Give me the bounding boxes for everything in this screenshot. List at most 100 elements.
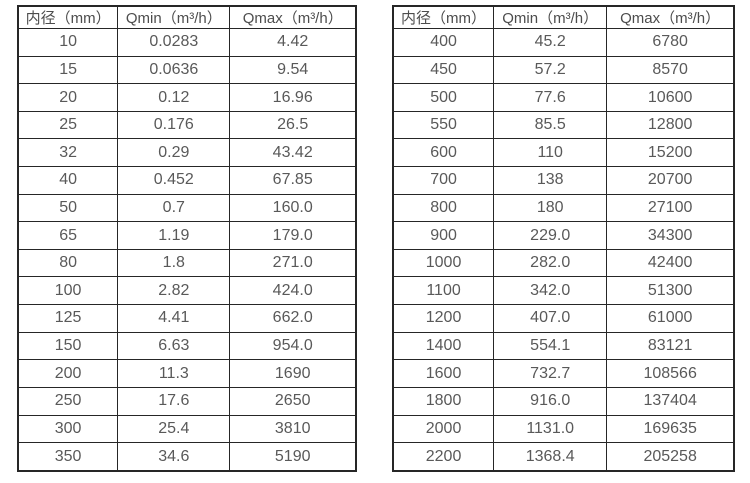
table-row: 15 0.0636 9.54 [17, 55, 357, 85]
table-row: 50 0.7 160.0 [17, 193, 357, 223]
table-row: 700 138 20700 [392, 166, 735, 195]
flow-spec-table-small-diameters: 内径（mm） Qmin（m³/h） Qmax（m³/h） 10 0.0283 4.42 1… [17, 5, 357, 472]
table-cell: 342.0 [493, 276, 608, 306]
table-row: 25 0.176 26.5 [17, 110, 357, 140]
table-cell: 61000 [606, 304, 735, 333]
table-cell: 0.176 [117, 110, 231, 140]
table-cell: 2000 [392, 414, 495, 444]
table-cell: 12800 [606, 110, 735, 140]
table-cell: 4.41 [117, 304, 231, 333]
table-cell: 600 [392, 138, 495, 168]
table-cell: 2.82 [117, 276, 231, 306]
table-row: 350 34.6 5190 [17, 442, 357, 472]
table-cell: 180 [493, 193, 608, 223]
table-row: 900 229.0 34300 [392, 221, 735, 250]
table-cell: 450 [392, 55, 495, 85]
table-cell: 20 [17, 83, 119, 112]
table-row: 150 6.63 954.0 [17, 331, 357, 361]
table-cell: 732.7 [493, 359, 608, 388]
table-row: 1400 554.1 83121 [392, 331, 735, 361]
table-cell: 550 [392, 110, 495, 140]
table-cell: 26.5 [229, 110, 357, 140]
table-cell: 1.8 [117, 248, 231, 278]
table-row: 2200 1368.4 205258 [392, 442, 735, 472]
table-cell: 108566 [606, 359, 735, 388]
table-cell: 700 [392, 166, 495, 195]
table-cell: 169635 [606, 414, 735, 444]
column-header: Qmax（m³/h） [606, 5, 735, 29]
column-header: Qmin（m³/h） [117, 5, 231, 29]
table-cell: 10 [17, 28, 119, 57]
table-row: 300 25.4 3810 [17, 414, 357, 444]
table-cell: 67.85 [229, 166, 357, 195]
table-cell: 350 [17, 442, 119, 472]
table-row: 400 45.2 6780 [392, 28, 735, 57]
table-cell: 2200 [392, 442, 495, 472]
column-header: Qmin（m³/h） [493, 5, 608, 29]
table-cell: 77.6 [493, 83, 608, 112]
table-cell: 1400 [392, 331, 495, 361]
table-cell: 271.0 [229, 248, 357, 278]
table-row: 2000 1131.0 169635 [392, 414, 735, 444]
table-cell: 662.0 [229, 304, 357, 333]
table-cell: 83121 [606, 331, 735, 361]
table-cell: 800 [392, 193, 495, 223]
table-cell: 138 [493, 166, 608, 195]
table-row: 125 4.41 662.0 [17, 304, 357, 333]
table-cell: 400 [392, 28, 495, 57]
table-cell: 1.19 [117, 221, 231, 250]
table-cell: 80 [17, 248, 119, 278]
table-row: 40 0.452 67.85 [17, 166, 357, 195]
table-row: 80 1.8 271.0 [17, 248, 357, 278]
table-cell: 137404 [606, 386, 735, 416]
table-row: 450 57.2 8570 [392, 55, 735, 85]
table-cell: 6780 [606, 28, 735, 57]
table-cell: 57.2 [493, 55, 608, 85]
table-cell: 6.63 [117, 331, 231, 361]
table-cell: 110 [493, 138, 608, 168]
table-cell: 200 [17, 359, 119, 388]
table-cell: 11.3 [117, 359, 231, 388]
table-cell: 25.4 [117, 414, 231, 444]
table-row: 1000 282.0 42400 [392, 248, 735, 278]
table-cell: 27100 [606, 193, 735, 223]
table-cell: 8570 [606, 55, 735, 85]
table-cell: 1368.4 [493, 442, 608, 472]
table-row: 250 17.6 2650 [17, 386, 357, 416]
table-cell: 40 [17, 166, 119, 195]
table-cell: 0.12 [117, 83, 231, 112]
table-cell: 1000 [392, 248, 495, 278]
table-cell: 16.96 [229, 83, 357, 112]
table-cell: 20700 [606, 166, 735, 195]
table-cell: 2650 [229, 386, 357, 416]
table-cell: 0.0283 [117, 28, 231, 57]
table-cell: 15200 [606, 138, 735, 168]
header-row: 内径（mm） Qmin（m³/h） Qmax（m³/h） [392, 5, 735, 29]
table-cell: 3810 [229, 414, 357, 444]
table-cell: 150 [17, 331, 119, 361]
table-cell: 42400 [606, 248, 735, 278]
table-cell: 15 [17, 55, 119, 85]
table-cell: 1690 [229, 359, 357, 388]
table-cell: 300 [17, 414, 119, 444]
table-row: 1800 916.0 137404 [392, 386, 735, 416]
column-header: 内径（mm） [17, 5, 119, 29]
table-cell: 179.0 [229, 221, 357, 250]
table-row: 1200 407.0 61000 [392, 304, 735, 333]
table-cell: 0.452 [117, 166, 231, 195]
table-cell: 0.29 [117, 138, 231, 168]
table-cell: 1800 [392, 386, 495, 416]
table-cell: 10600 [606, 83, 735, 112]
table-cell: 65 [17, 221, 119, 250]
table-cell: 51300 [606, 276, 735, 306]
table-cell: 1200 [392, 304, 495, 333]
table-row: 550 85.5 12800 [392, 110, 735, 140]
table-cell: 5190 [229, 442, 357, 472]
table-cell: 229.0 [493, 221, 608, 250]
table-cell: 17.6 [117, 386, 231, 416]
flow-spec-table-large-diameters: 内径（mm） Qmin（m³/h） Qmax（m³/h） 400 45.2 6780 45… [392, 5, 735, 472]
table-row: 1600 732.7 108566 [392, 359, 735, 388]
table-cell: 43.42 [229, 138, 357, 168]
table-cell: 34.6 [117, 442, 231, 472]
